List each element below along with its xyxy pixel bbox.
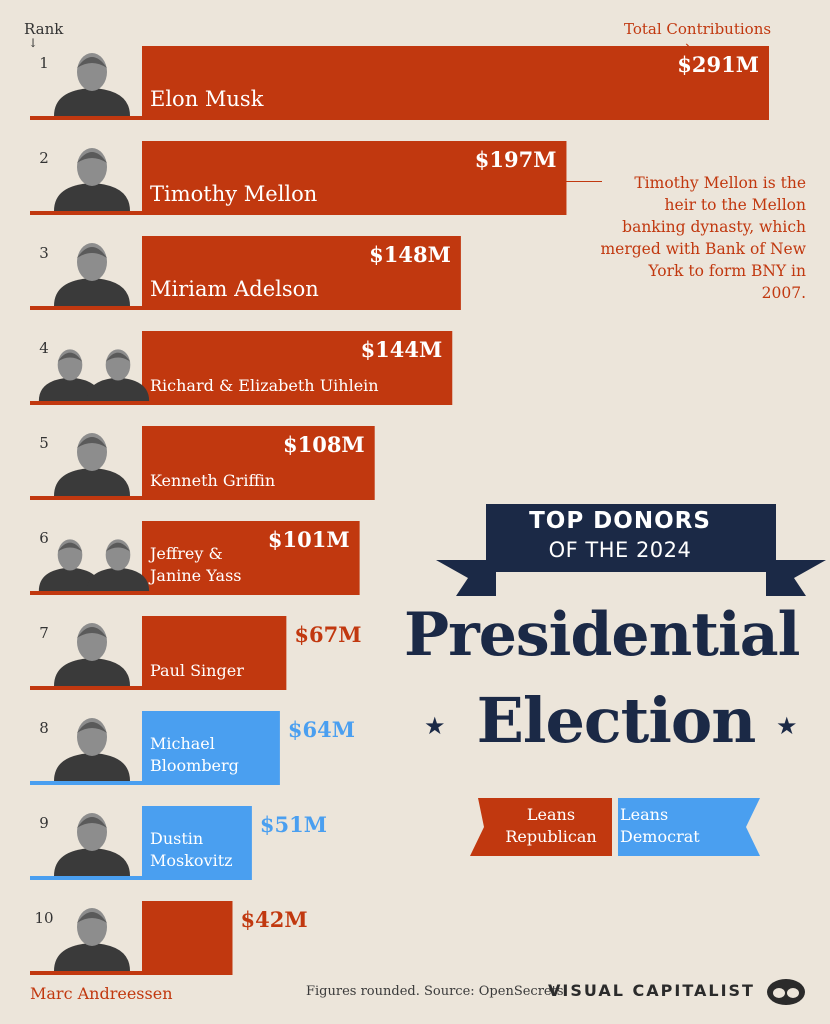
portrait-michael-bloomberg	[54, 718, 130, 781]
bar-name-label-michael-bloomberg-line1: Michael	[150, 734, 215, 753]
value-label-elon-musk: $291M	[677, 52, 759, 77]
rank-label-marc-andreessen: 10	[34, 909, 53, 927]
portrait-richard-and-elizabeth-uihlein-a	[38, 349, 102, 401]
bar-dustin-moskovitz	[142, 806, 252, 880]
bar-elon-musk	[142, 46, 769, 120]
rank-label-dustin-moskovitz: 9	[39, 814, 49, 832]
rank-label-elon-musk: 1	[39, 54, 49, 72]
bar-baseline-jeffrey-and-janine-yass	[30, 591, 142, 595]
value-label-paul-singer: $67M	[294, 622, 361, 647]
title-ribbon: TOP DONORS OF THE 2024	[436, 500, 826, 610]
portrait-miriam-adelson	[54, 243, 130, 306]
legend	[470, 798, 760, 856]
value-label-jeffrey-and-janine-yass: $101M	[268, 527, 350, 552]
bar-marc-andreessen	[142, 901, 233, 975]
bar-jeffrey-and-janine-yass	[142, 521, 360, 595]
portrait-timothy-mellon	[54, 148, 130, 211]
value-label-timothy-mellon: $197M	[475, 147, 557, 172]
bar-miriam-adelson	[142, 236, 461, 310]
bar-baseline-elon-musk	[30, 116, 142, 120]
legend-republican-label: Leans Republican	[505, 805, 597, 846]
total-header-arrow-icon: ↘	[684, 40, 696, 56]
title-election: Election	[476, 684, 757, 757]
bar-michael-bloomberg	[142, 711, 280, 785]
rank-header-arrow-icon: ↓	[28, 36, 39, 50]
title-line-of-the-2024: OF THE 2024	[548, 538, 692, 562]
portrait-kenneth-griffin	[54, 433, 130, 496]
rank-label-timothy-mellon: 2	[39, 149, 49, 167]
portrait-dustin-moskovitz	[54, 813, 130, 876]
bar-name-label-kenneth-griffin: Kenneth Griffin	[150, 471, 275, 490]
bar-baseline-richard-and-elizabeth-uihlein	[30, 401, 142, 405]
total-contributions-header: Total Contributions	[624, 20, 772, 38]
bar-baseline-kenneth-griffin	[30, 496, 142, 500]
rank-label-jeffrey-and-janine-yass: 6	[39, 529, 49, 547]
portrait-elon-musk	[54, 53, 130, 116]
bar-name-label-dustin-moskovitz-line2: Moskovitz	[150, 851, 233, 870]
ribbon-shape	[436, 504, 826, 596]
left-star-icon: ★	[424, 712, 446, 740]
annotation-connector	[566, 181, 602, 182]
bar-name-label-jeffrey-and-janine-yass-line2: Janine Yass	[148, 566, 242, 585]
rank-label-michael-bloomberg: 8	[39, 719, 49, 737]
portrait-jeffrey-and-janine-yass-b	[86, 539, 150, 591]
bar-richard-and-elizabeth-uihlein	[142, 331, 453, 405]
value-label-dustin-moskovitz: $51M	[260, 812, 327, 837]
bar-paul-singer	[142, 616, 287, 690]
portrait-richard-and-elizabeth-uihlein-b	[86, 349, 150, 401]
bar-kenneth-griffin	[142, 426, 375, 500]
bar-baseline-paul-singer	[30, 686, 142, 690]
value-label-michael-bloomberg: $64M	[288, 717, 355, 742]
right-star-icon: ★	[776, 712, 798, 740]
brand-name: VISUAL CAPITALIST	[548, 981, 755, 1000]
rank-label-kenneth-griffin: 5	[39, 434, 49, 452]
bar-name-label-timothy-mellon: Timothy Mellon	[150, 182, 317, 206]
bar-name-label-paul-singer: Paul Singer	[150, 661, 244, 680]
legend-democrat-label: Leans Democrat	[620, 805, 700, 846]
rank-column-header: Rank	[24, 20, 64, 38]
rank-label-paul-singer: 7	[39, 624, 49, 642]
bar-baseline-timothy-mellon	[30, 211, 142, 215]
bar-baseline-dustin-moskovitz	[30, 876, 142, 880]
bar-name-label-marc-andreessen: Marc Andreessen	[30, 984, 173, 1003]
title-presidential: Presidential	[404, 600, 800, 670]
value-label-miriam-adelson: $148M	[369, 242, 451, 267]
bar-baseline-michael-bloomberg	[30, 781, 142, 785]
bar-name-label-jeffrey-and-janine-yass-line1: Jeffrey &	[148, 544, 223, 563]
mellon-annotation: Timothy Mellon is the heir to the Mellon…	[600, 174, 806, 302]
source-note: Figures rounded. Source: OpenSecrets	[306, 984, 564, 999]
legend-republican-swatch	[470, 798, 612, 856]
legend-democrat-swatch	[618, 798, 760, 856]
title-line-top-donors: TOP DONORS	[529, 508, 711, 534]
bar-name-label-dustin-moskovitz-line1: Dustin	[150, 829, 203, 848]
rank-label-richard-and-elizabeth-uihlein: 4	[39, 339, 49, 357]
portrait-paul-singer	[54, 623, 130, 686]
portrait-jeffrey-and-janine-yass-a	[38, 539, 102, 591]
value-label-marc-andreessen: $42M	[240, 907, 307, 932]
rank-label-miriam-adelson: 3	[39, 244, 49, 262]
visual-capitalist-logo-icon	[767, 979, 805, 1005]
bar-baseline-marc-andreessen	[30, 971, 142, 975]
bar-name-label-richard-and-elizabeth-uihlein: Richard & Elizabeth Uihlein	[150, 376, 379, 395]
value-label-kenneth-griffin: $108M	[283, 432, 365, 457]
bar-name-label-elon-musk: Elon Musk	[150, 87, 264, 111]
value-label-richard-and-elizabeth-uihlein: $144M	[361, 337, 443, 362]
bar-name-label-miriam-adelson: Miriam Adelson	[150, 277, 319, 301]
portrait-marc-andreessen	[54, 908, 130, 971]
bar-timothy-mellon	[142, 141, 567, 215]
bar-name-label-michael-bloomberg-line2: Bloomberg	[150, 756, 239, 775]
bar-baseline-miriam-adelson	[30, 306, 142, 310]
